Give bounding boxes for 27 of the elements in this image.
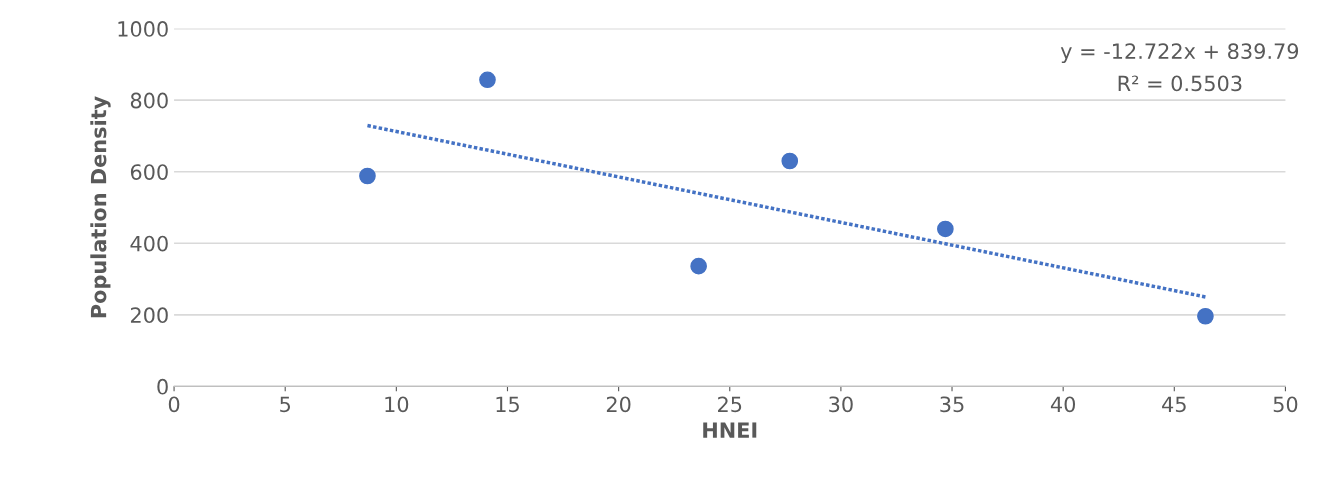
point	[781, 152, 799, 170]
x-tick-label: 40	[1050, 396, 1076, 413]
y-tick-label: 400	[130, 235, 168, 252]
x-tick-label: 0	[168, 396, 180, 413]
point	[937, 220, 954, 238]
x-tick-label: 35	[940, 396, 964, 413]
x-tick-label: 20	[606, 396, 631, 413]
x-tick-label: 45	[1162, 396, 1186, 413]
x-tick-label: 30	[829, 396, 853, 413]
x-tick-label: 10	[385, 396, 409, 413]
x-axis-title: HNEI	[703, 422, 757, 438]
point	[479, 71, 496, 89]
annotation: y = -12.722x + 839.79	[1060, 43, 1299, 64]
point	[1197, 307, 1214, 325]
point	[690, 257, 707, 275]
x-tick-label: 25	[718, 396, 742, 413]
y-tick-label: 200	[130, 307, 168, 324]
y-tick-label: 800	[130, 92, 168, 109]
x-tick-label: 15	[496, 396, 519, 413]
y-axis-title: Population Density	[90, 96, 111, 318]
y-tick-label: 600	[130, 164, 168, 180]
x-tick-label: 50	[1273, 396, 1298, 413]
y-tick-label: 1000	[118, 21, 168, 37]
point	[359, 167, 376, 185]
y-tick-label: 0	[157, 378, 168, 395]
annotation: R² = 0.5503	[1118, 75, 1242, 92]
x-tick-label: 5	[280, 396, 291, 413]
